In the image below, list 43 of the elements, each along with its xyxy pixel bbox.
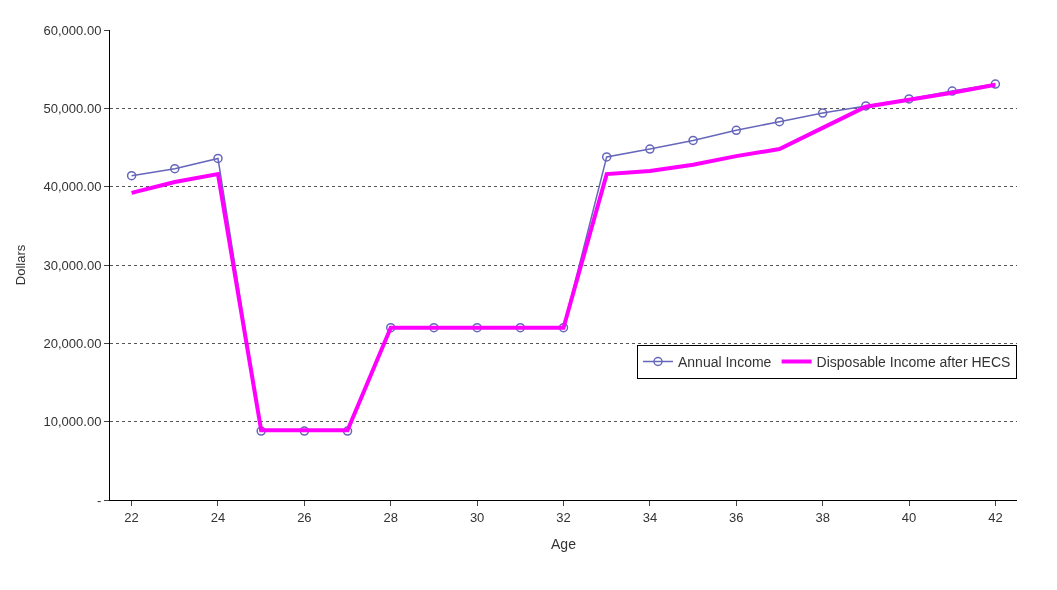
y-tick-label: 60,000.00 bbox=[43, 22, 102, 38]
point bbox=[170, 163, 180, 174]
x-tick-label: 26 bbox=[297, 509, 312, 525]
legend-label: Disposable Income after HECS bbox=[816, 353, 1011, 370]
point bbox=[904, 94, 914, 104]
point bbox=[429, 322, 439, 333]
x-tick-label: 24 bbox=[210, 509, 226, 525]
x-tick-label: 40 bbox=[901, 509, 917, 525]
point bbox=[256, 426, 266, 436]
point bbox=[342, 426, 353, 436]
point bbox=[688, 135, 698, 146]
y-axis-title: Dollars bbox=[12, 244, 28, 286]
y-tick-label: 50,000.00 bbox=[43, 100, 102, 116]
point bbox=[515, 322, 526, 333]
point bbox=[299, 426, 310, 436]
x-tick-label: 32 bbox=[556, 509, 571, 525]
point bbox=[126, 170, 137, 181]
point bbox=[861, 101, 871, 111]
point bbox=[213, 153, 223, 164]
x-tick-label: 42 bbox=[988, 509, 1003, 525]
x-tick-label: 28 bbox=[383, 509, 398, 525]
point bbox=[774, 116, 785, 127]
x-tick-label: 30 bbox=[469, 509, 485, 525]
point bbox=[601, 152, 612, 162]
point bbox=[731, 125, 742, 136]
x-tick-label: 22 bbox=[124, 509, 139, 525]
y-tick-label: 40,000.00 bbox=[43, 179, 102, 195]
x-tick-label: 34 bbox=[642, 509, 658, 525]
y-tick-label: 20,000.00 bbox=[43, 335, 102, 351]
point bbox=[817, 108, 828, 118]
point bbox=[990, 79, 1001, 89]
point bbox=[472, 322, 482, 333]
point bbox=[558, 322, 569, 333]
x-tick-label: 36 bbox=[729, 509, 744, 525]
y-tick-label: 10,000.00 bbox=[43, 414, 102, 430]
point bbox=[385, 322, 396, 333]
y-tick-label: - bbox=[97, 492, 102, 508]
y-tick-label: 30,000.00 bbox=[43, 257, 102, 273]
x-tick-label: 38 bbox=[815, 509, 830, 525]
point bbox=[645, 144, 655, 154]
x-axis-title: Age bbox=[551, 535, 577, 552]
point bbox=[947, 86, 957, 96]
legend-label: Annual Income bbox=[678, 353, 772, 370]
